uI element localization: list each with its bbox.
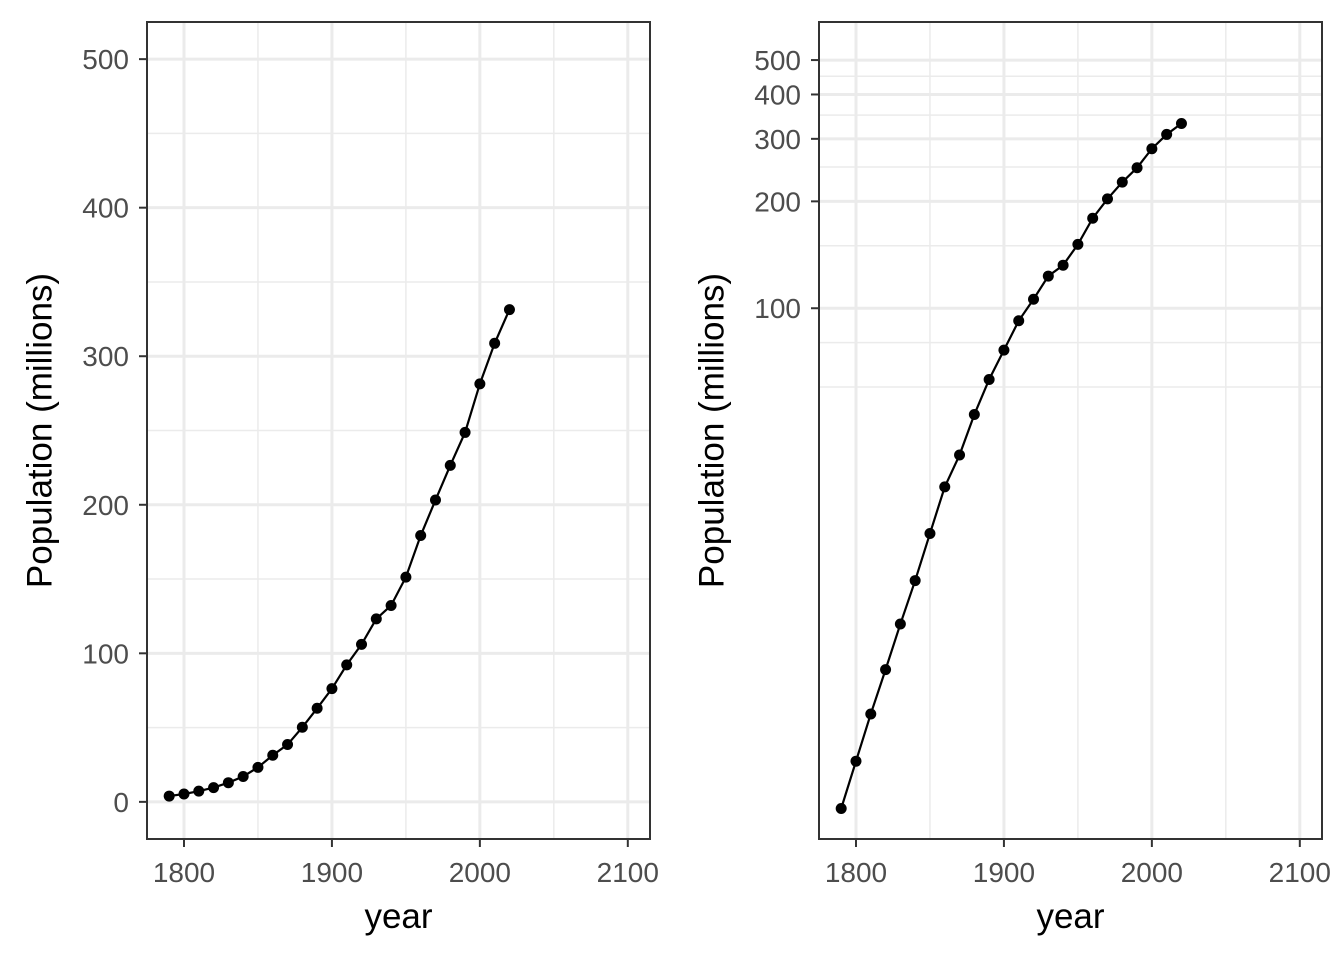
data-point [968, 409, 980, 421]
data-point [954, 449, 966, 461]
data-point [1131, 162, 1143, 174]
data-point [983, 373, 995, 385]
data-point [178, 788, 190, 800]
data-point [222, 777, 234, 789]
data-point [1072, 238, 1084, 250]
data-point [237, 770, 249, 782]
data-point [894, 618, 906, 630]
data-point [341, 659, 353, 671]
data-point [1101, 193, 1113, 205]
y-tick-label: 300 [754, 124, 801, 155]
x-tick-label: 1800 [825, 857, 887, 888]
data-point [267, 749, 279, 761]
y-tick-label: 500 [82, 44, 129, 75]
data-point [193, 785, 205, 797]
y-tick-label: 100 [754, 293, 801, 324]
x-tick-label: 2100 [597, 857, 659, 888]
data-point [1175, 117, 1187, 129]
y-tick-label: 100 [82, 638, 129, 669]
data-point [385, 599, 397, 611]
x-tick-label: 1800 [153, 857, 215, 888]
data-point [1057, 259, 1069, 271]
x-tick-label: 1900 [973, 857, 1035, 888]
data-point [1042, 270, 1054, 282]
data-point [1146, 143, 1158, 155]
data-point [489, 337, 501, 349]
series-line [840, 122, 1183, 809]
data-point [356, 638, 368, 650]
y-axis-title: Population (millions) [21, 273, 60, 588]
data-point [370, 613, 382, 625]
y-tick-label: 500 [754, 45, 801, 76]
panel-border [818, 21, 1323, 840]
data-point [326, 683, 338, 695]
series-line [169, 309, 511, 798]
data-point [880, 664, 892, 676]
data-point [1013, 315, 1025, 327]
data-point [459, 426, 471, 438]
data-point [503, 304, 515, 316]
data-point [163, 790, 175, 802]
data-point [1116, 176, 1128, 188]
x-axis-title: year [1036, 897, 1104, 936]
y-tick-label: 200 [754, 186, 801, 217]
y-tick-label: 0 [113, 787, 129, 818]
data-point [1028, 293, 1040, 305]
x-tick-label: 2000 [449, 857, 511, 888]
data-point [415, 530, 427, 542]
data-point [252, 761, 264, 773]
x-tick-label: 2000 [1121, 857, 1183, 888]
data-point [924, 528, 936, 540]
panel-border [146, 21, 651, 840]
x-tick-label: 2100 [1269, 857, 1331, 888]
data-point [474, 378, 486, 390]
data-point [311, 702, 323, 714]
y-tick-label: 400 [754, 79, 801, 110]
data-point [1161, 128, 1173, 140]
data-point [909, 575, 921, 587]
data-point [865, 708, 877, 720]
data-point [296, 721, 308, 733]
data-point [208, 782, 220, 794]
data-point [1087, 212, 1099, 224]
x-tick-label: 1900 [301, 857, 363, 888]
y-tick-label: 200 [82, 490, 129, 521]
y-tick-label: 300 [82, 341, 129, 372]
data-point [444, 459, 456, 471]
x-axis-title: year [364, 897, 432, 936]
data-point [400, 571, 412, 583]
data-point [939, 481, 951, 493]
data-point [429, 494, 441, 506]
data-point [835, 802, 847, 814]
data-point [850, 755, 862, 767]
data-point [282, 739, 294, 751]
chart-panel-linear: 1800 1900 2000 2100 0 100 200 300 400 500 year Popu… [21, 21, 659, 936]
y-axis-title: Population (millions) [693, 273, 732, 588]
data-point [998, 344, 1010, 356]
y-tick-label: 400 [82, 193, 129, 224]
